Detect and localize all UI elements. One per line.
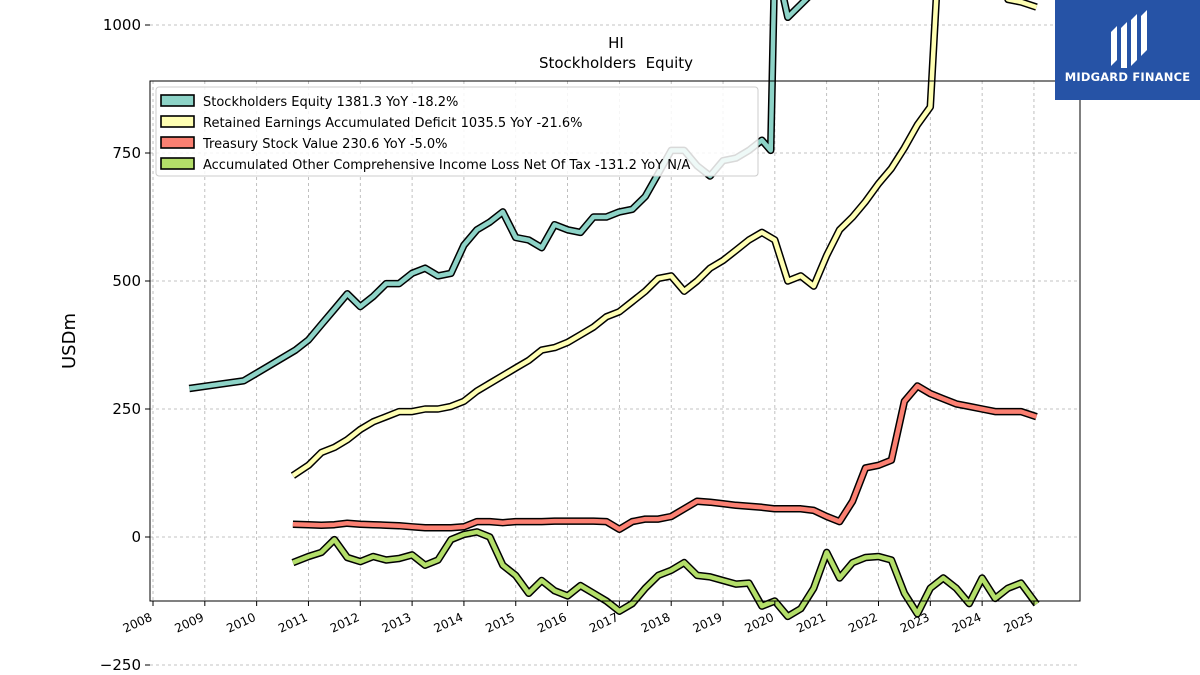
- x-tick-label: 2019: [691, 610, 725, 636]
- x-tick-label: 2009: [172, 610, 206, 636]
- x-tick-label: 2012: [328, 610, 362, 636]
- legend-label: Accumulated Other Comprehensive Income L…: [203, 158, 690, 173]
- chart-subtitle: Stockholders Equity: [539, 54, 693, 72]
- legend-box: [155, 86, 759, 177]
- y-tick-label: 0: [131, 528, 141, 546]
- brand-logo: MIDGARD FINANCE: [1055, 0, 1200, 100]
- legend-swatch: [160, 94, 195, 107]
- x-tick-label: 2013: [380, 610, 414, 636]
- series-line-2: [292, 383, 1038, 532]
- legend-label: Retained Earnings Accumulated Deficit 10…: [203, 116, 582, 131]
- y-tick-label: 500: [112, 272, 141, 290]
- plot-frame: [149, 80, 1081, 602]
- chart-title: HI: [608, 34, 624, 52]
- x-tick-label: 2024: [950, 610, 984, 636]
- y-axis-label: USDm: [59, 313, 80, 369]
- series-line-1: [291, 0, 1038, 478]
- y-tick-label: 250: [112, 400, 141, 418]
- x-tick-label: 2011: [276, 610, 310, 636]
- y-tick-label: 750: [112, 144, 141, 162]
- x-tick-label: 2022: [846, 610, 880, 636]
- series-outline-2: [292, 382, 1038, 534]
- legend-label: Treasury Stock Value 230.6 YoY -5.0%: [202, 137, 448, 152]
- legend: Stockholders Equity 1381.3 YoY -18.2% Ret…: [155, 86, 759, 177]
- x-tick-label: 2016: [535, 610, 569, 636]
- series-line-0: [188, 0, 809, 391]
- x-tick-label: 2020: [743, 610, 777, 636]
- y-tick-label: −250: [100, 656, 141, 674]
- series-layer: [188, 0, 1040, 621]
- legend-swatch: [160, 115, 195, 128]
- brand-name: MIDGARD FINANCE: [1064, 70, 1191, 84]
- legend-swatch: [160, 157, 195, 170]
- x-tick-label: 2014: [432, 610, 466, 636]
- x-tick-label: 2010: [224, 610, 258, 636]
- legend-label: Stockholders Equity 1381.3 YoY -18.2%: [203, 95, 458, 110]
- y-tick-label: 1000: [103, 16, 141, 34]
- x-tick-label: 2018: [639, 610, 673, 636]
- series-line-3: [292, 529, 1039, 619]
- x-tick-label: 2008: [121, 610, 155, 636]
- brand-mark-icon: [1111, 10, 1147, 68]
- x-tick-label: 2015: [483, 610, 517, 636]
- x-tick-label: 2017: [587, 610, 621, 636]
- x-tick-label: 2025: [1002, 610, 1036, 636]
- legend-swatch: [160, 136, 195, 149]
